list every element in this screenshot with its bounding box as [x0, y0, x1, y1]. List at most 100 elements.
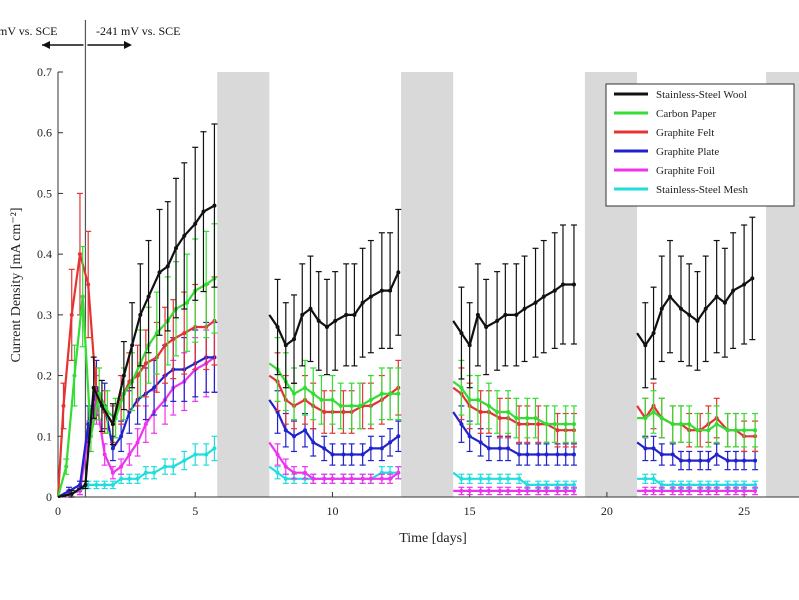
data-point	[706, 458, 711, 463]
data-point	[330, 397, 335, 402]
arrow-left-head	[42, 41, 50, 49]
series-line	[57, 356, 216, 499]
data-point	[678, 482, 683, 487]
data-point	[714, 294, 719, 299]
data-point	[733, 428, 738, 433]
data-point	[544, 422, 549, 427]
x-tick-label: 10	[326, 504, 338, 518]
series-line	[268, 399, 399, 456]
data-point	[157, 270, 162, 275]
data-point	[731, 288, 736, 293]
data-point	[725, 482, 730, 487]
series-line	[452, 386, 574, 432]
x-axis-title: Time [days]	[399, 531, 467, 546]
series-line	[56, 277, 216, 498]
data-point	[522, 306, 527, 311]
data-point	[678, 306, 683, 311]
data-point	[324, 325, 329, 329]
data-point	[204, 282, 209, 287]
data-point	[533, 416, 538, 421]
data-point	[643, 343, 648, 348]
y-tick-label: 0.3	[37, 308, 52, 322]
x-tick-label: 15	[464, 504, 476, 518]
data-point	[651, 476, 656, 481]
legend: Stainless-Steel Wool Carbon Paper Graphite…	[605, 83, 795, 207]
data-point	[486, 488, 491, 493]
data-point	[182, 233, 187, 238]
data-point	[349, 403, 354, 408]
data-point	[283, 476, 288, 481]
data-point	[80, 294, 85, 299]
series-line	[268, 271, 400, 347]
series-line	[637, 410, 756, 432]
series-line	[452, 283, 574, 347]
data-point	[303, 470, 307, 475]
data-point	[563, 488, 568, 493]
data-point	[292, 434, 297, 439]
data-point	[311, 440, 316, 445]
data-point	[165, 264, 170, 269]
data-point	[514, 416, 519, 421]
data-point	[352, 312, 357, 317]
data-point	[687, 422, 692, 427]
data-point	[171, 337, 176, 342]
data-point	[467, 434, 472, 439]
data-point	[517, 422, 522, 427]
data-point	[163, 343, 168, 348]
plot-area	[56, 123, 759, 499]
data-point	[742, 282, 747, 287]
data-point	[733, 458, 738, 463]
data-point	[571, 488, 576, 493]
data-point	[91, 385, 96, 390]
data-point	[525, 482, 530, 487]
data-point	[552, 422, 557, 427]
data-point	[552, 288, 557, 293]
data-point	[555, 488, 560, 493]
data-point	[687, 312, 692, 317]
data-point	[678, 488, 683, 493]
data-point	[486, 476, 491, 481]
data-point	[514, 312, 519, 317]
data-point	[459, 331, 464, 336]
data-point	[319, 397, 324, 402]
legend-label: Stainless-Steel Wool	[656, 89, 747, 101]
data-point	[154, 331, 159, 336]
data-point	[388, 288, 393, 293]
data-point	[733, 482, 738, 487]
data-point	[486, 403, 491, 408]
data-point	[379, 288, 384, 293]
data-point	[497, 488, 502, 493]
data-point	[379, 446, 384, 451]
data-point	[651, 488, 656, 493]
data-point	[212, 203, 217, 208]
series-line	[452, 411, 574, 456]
data-point	[388, 476, 393, 481]
data-point	[396, 470, 401, 475]
data-point	[651, 446, 656, 451]
data-point	[94, 482, 99, 487]
data-point	[152, 470, 157, 475]
data-point	[360, 300, 365, 305]
data-point	[119, 434, 124, 439]
data-point	[478, 488, 483, 493]
data-point	[753, 458, 758, 463]
legend-label: Graphite Plate	[656, 146, 719, 158]
data-point	[467, 397, 472, 402]
legend-label: Stainless-Steel Mesh	[656, 184, 748, 196]
data-point	[459, 488, 464, 493]
data-point	[555, 452, 560, 457]
data-point	[643, 416, 648, 421]
data-point	[643, 488, 648, 493]
data-point	[706, 428, 711, 433]
data-point	[714, 488, 719, 493]
data-point	[135, 476, 140, 481]
data-point	[292, 391, 297, 396]
data-point	[670, 422, 675, 427]
data-point	[678, 458, 683, 463]
data-point	[86, 282, 91, 287]
x-tick-label: 25	[738, 504, 750, 518]
data-point	[733, 488, 738, 493]
data-point	[687, 458, 692, 463]
data-point	[110, 470, 115, 475]
data-point	[497, 416, 502, 421]
